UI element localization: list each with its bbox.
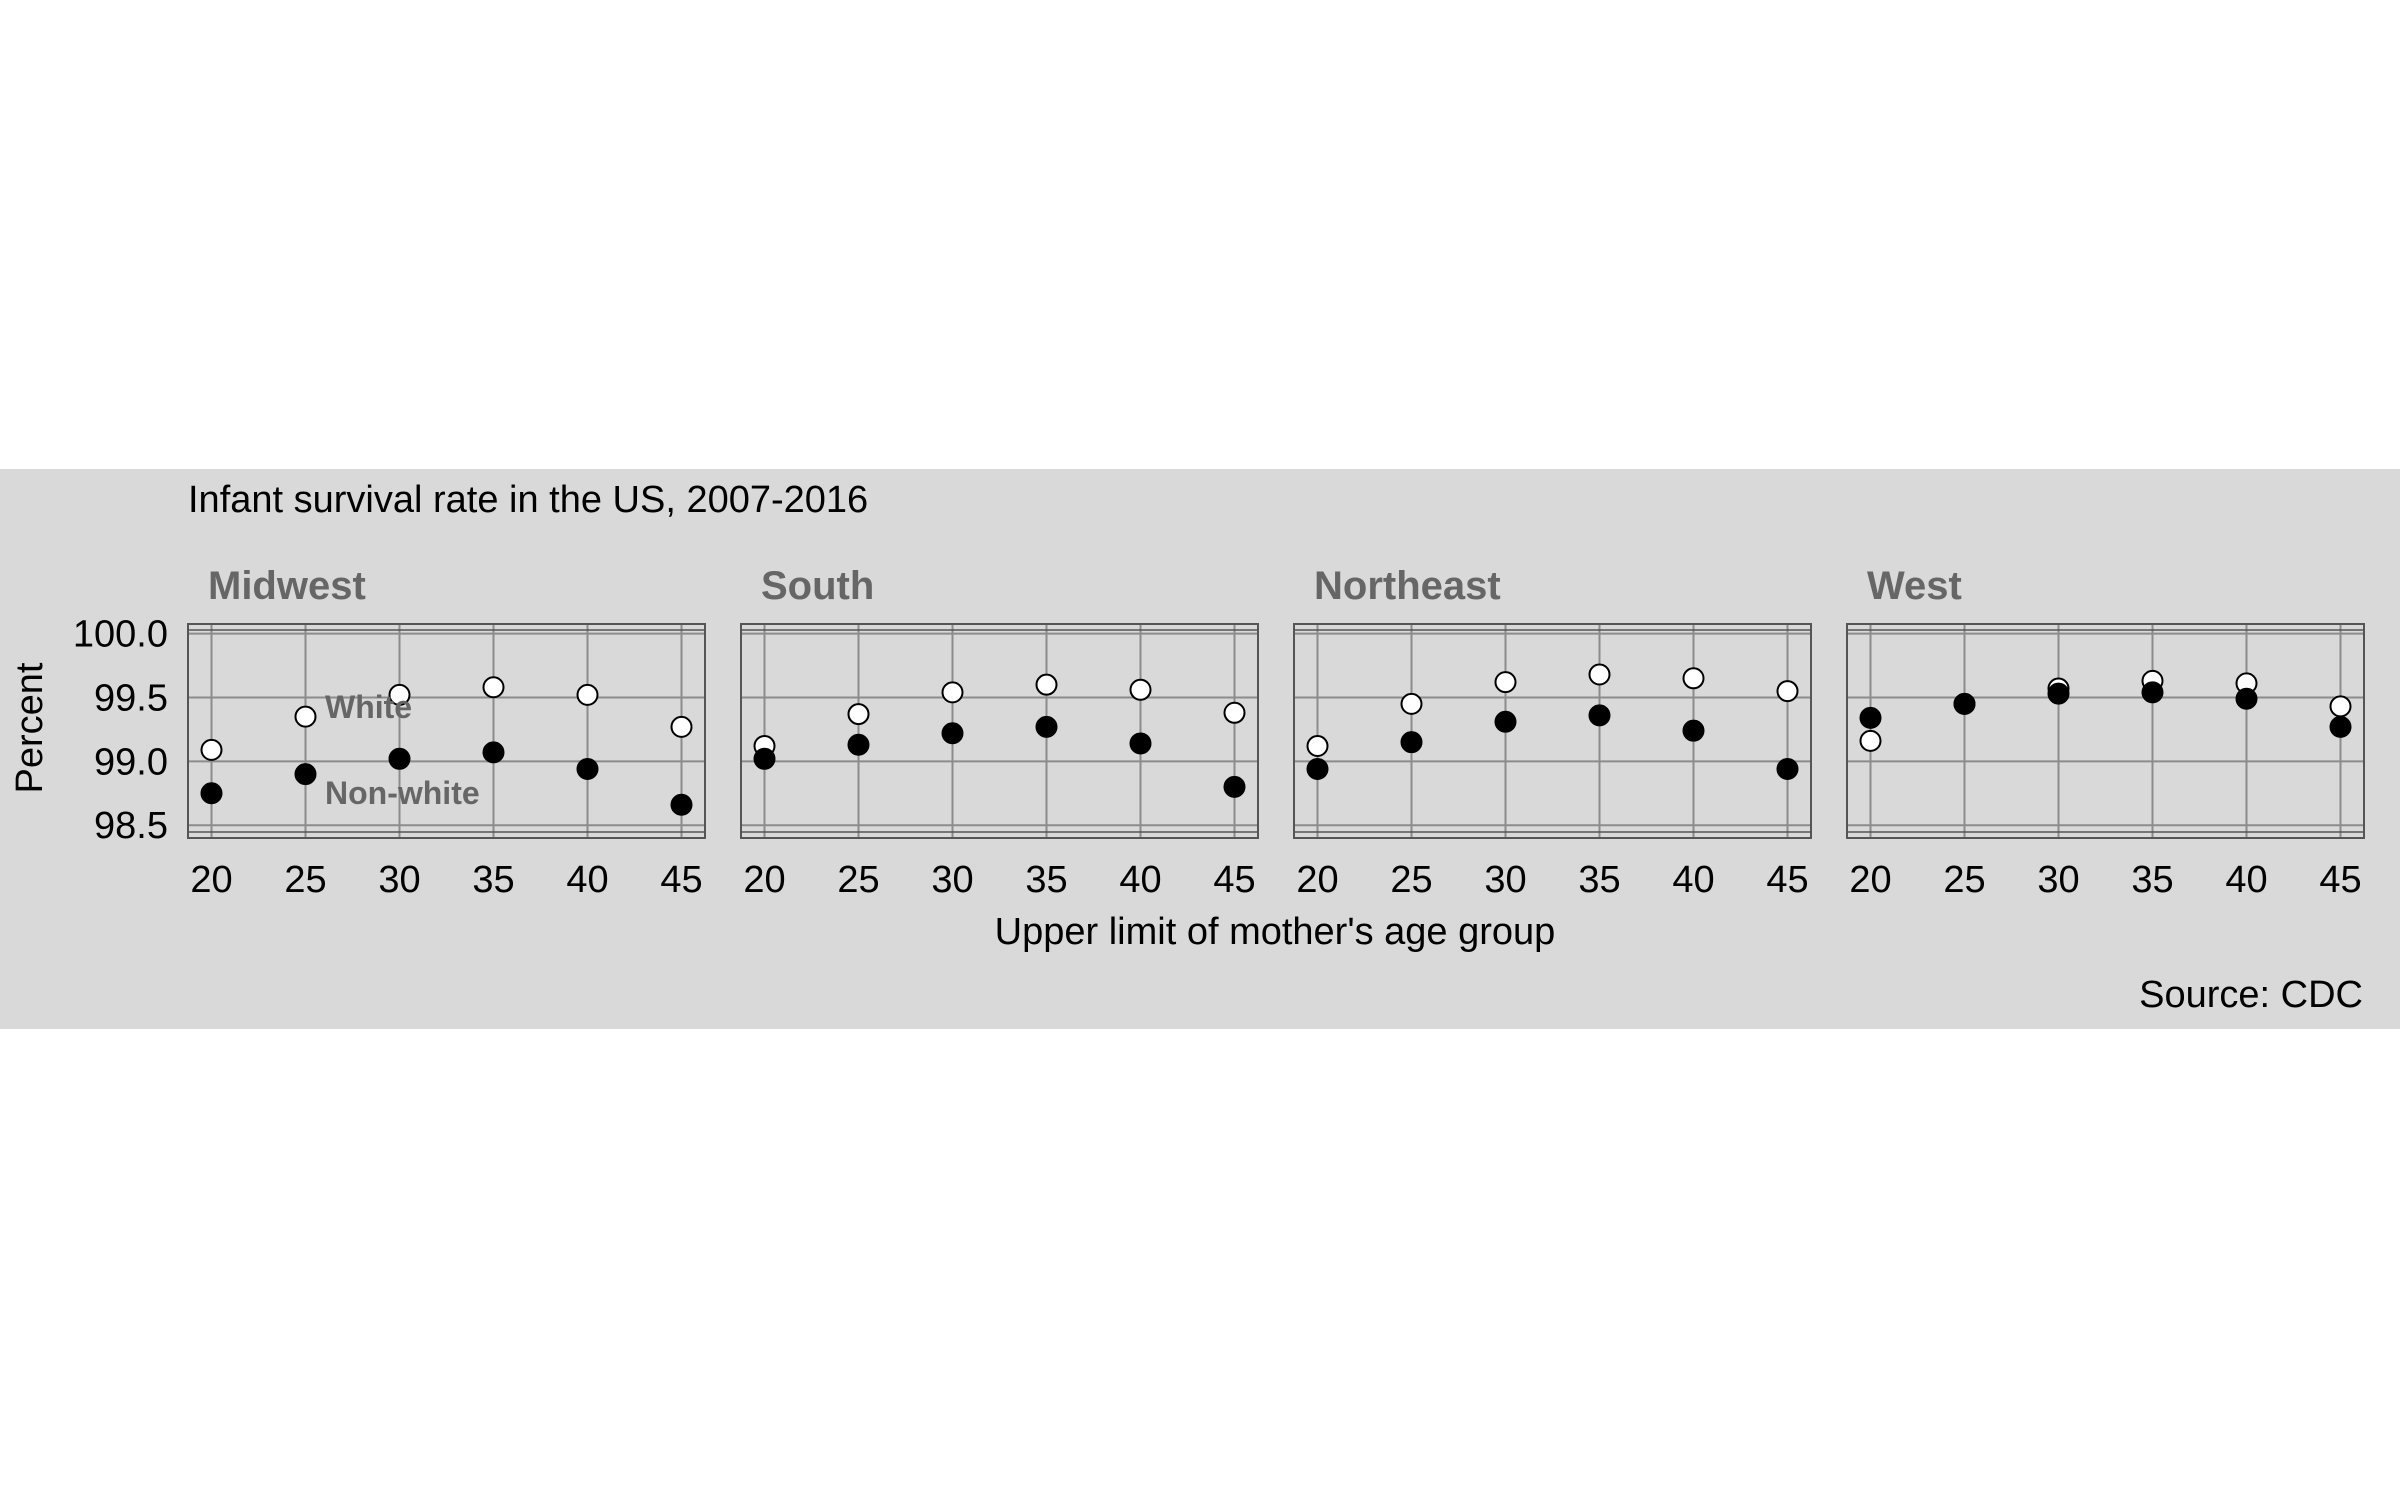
- panel-border: [740, 623, 1259, 839]
- point-white: [670, 715, 693, 738]
- point-white: [941, 681, 964, 704]
- point-white: [1494, 671, 1517, 694]
- point-nonwhite: [1953, 692, 1976, 715]
- point-nonwhite: [670, 793, 693, 816]
- point-white: [847, 703, 870, 726]
- x-tick-label: 20: [1849, 859, 1891, 901]
- x-tick-label: 30: [931, 859, 973, 901]
- x-tick-label: 25: [1390, 859, 1432, 901]
- point-white: [2329, 695, 2352, 718]
- point-white: [576, 683, 599, 706]
- panel-border: [1293, 623, 1812, 839]
- point-nonwhite: [2329, 715, 2352, 738]
- source-caption: Source: CDC: [2139, 974, 2363, 1016]
- point-nonwhite: [294, 763, 317, 786]
- x-tick-label: 45: [660, 859, 702, 901]
- x-tick-label: 45: [1213, 859, 1255, 901]
- point-white: [1306, 735, 1329, 758]
- chart-title: Infant survival rate in the US, 2007-201…: [188, 479, 868, 521]
- point-nonwhite: [1400, 731, 1423, 754]
- panel-strip-title: West: [1867, 564, 1962, 608]
- x-tick-label: 35: [1578, 859, 1620, 901]
- y-tick-label: 99.0: [94, 741, 168, 783]
- panel-west: West 20 25 30 35 40 45: [1846, 564, 2365, 901]
- facet-panels: Midwest 20 25 30 35 40 45 White Non-white South 20…: [187, 564, 2365, 901]
- x-tick-label: 30: [378, 859, 420, 901]
- x-tick-label: 40: [1672, 859, 1714, 901]
- y-axis-ticks: 98.5 99.0 99.5 100.0: [73, 614, 168, 848]
- point-white: [200, 738, 223, 761]
- x-tick-label: 30: [1484, 859, 1526, 901]
- point-white: [482, 676, 505, 699]
- point-nonwhite: [2047, 682, 2070, 705]
- y-tick-label: 98.5: [94, 805, 168, 847]
- panel-border: [1846, 623, 2365, 839]
- panel-south: South 20 25 30 35 40 45: [740, 564, 1259, 901]
- point-nonwhite: [1859, 706, 1882, 729]
- point-white: [1588, 663, 1611, 686]
- point-nonwhite: [576, 758, 599, 781]
- point-white: [1859, 729, 1882, 752]
- point-white: [1035, 673, 1058, 696]
- label-white: White: [325, 689, 412, 725]
- x-tick-label: 40: [2225, 859, 2267, 901]
- point-white: [1682, 667, 1705, 690]
- point-nonwhite: [753, 747, 776, 770]
- label-nonwhite: Non-white: [325, 775, 480, 811]
- x-tick-label: 20: [743, 859, 785, 901]
- point-nonwhite: [2141, 681, 2164, 704]
- panel-midwest: Midwest 20 25 30 35 40 45 White Non-white: [187, 564, 706, 901]
- point-nonwhite: [1306, 758, 1329, 781]
- x-tick-label: 25: [1943, 859, 1985, 901]
- point-nonwhite: [1035, 715, 1058, 738]
- x-tick-label: 25: [284, 859, 326, 901]
- x-tick-label: 40: [566, 859, 608, 901]
- point-nonwhite: [1129, 732, 1152, 755]
- point-white: [1223, 701, 1246, 724]
- point-nonwhite: [847, 733, 870, 756]
- point-nonwhite: [388, 747, 411, 770]
- point-white: [1129, 678, 1152, 701]
- x-tick-label: 30: [2037, 859, 2079, 901]
- x-axis-title: Upper limit of mother's age group: [995, 911, 1556, 953]
- panel-strip-title: South: [761, 564, 874, 608]
- x-tick-label: 25: [837, 859, 879, 901]
- x-tick-label: 45: [2319, 859, 2361, 901]
- point-nonwhite: [1494, 710, 1517, 733]
- point-white: [388, 683, 411, 706]
- point-nonwhite: [1682, 719, 1705, 742]
- point-nonwhite: [200, 782, 223, 805]
- point-white: [1400, 692, 1423, 715]
- point-white: [294, 705, 317, 728]
- panel-strip-title: Midwest: [208, 564, 366, 608]
- panel-border: [187, 623, 706, 839]
- point-nonwhite: [1223, 775, 1246, 798]
- x-tick-label: 35: [1025, 859, 1067, 901]
- y-tick-label: 100.0: [73, 614, 168, 656]
- x-tick-label: 45: [1766, 859, 1808, 901]
- point-nonwhite: [482, 741, 505, 764]
- panel-northeast: Northeast 20 25 30 35 40 45: [1293, 564, 1812, 901]
- panel-strip-title: Northeast: [1314, 564, 1501, 608]
- x-tick-label: 40: [1119, 859, 1161, 901]
- point-white: [1776, 680, 1799, 703]
- x-tick-label: 35: [472, 859, 514, 901]
- point-nonwhite: [1776, 758, 1799, 781]
- point-nonwhite: [1588, 704, 1611, 727]
- y-tick-label: 99.5: [94, 677, 168, 719]
- point-nonwhite: [2235, 687, 2258, 710]
- x-tick-label: 35: [2131, 859, 2173, 901]
- x-tick-label: 20: [1296, 859, 1338, 901]
- y-axis-title: Percent: [9, 662, 51, 793]
- point-nonwhite: [941, 722, 964, 745]
- x-tick-label: 20: [190, 859, 232, 901]
